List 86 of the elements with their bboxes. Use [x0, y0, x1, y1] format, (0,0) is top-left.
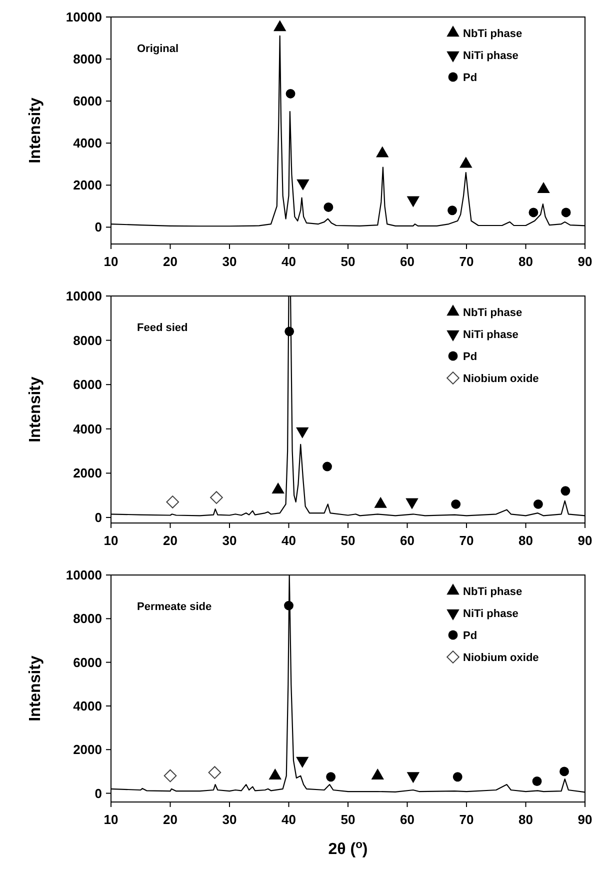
y-tick-label: 8000	[73, 611, 102, 626]
y-tick-label: 6000	[73, 94, 102, 109]
point	[208, 766, 222, 779]
x-tick-label: 70	[459, 254, 474, 269]
y-tick-label: 0	[94, 220, 102, 235]
x-tick-label: 40	[282, 254, 296, 269]
y-tick-label: 4000	[73, 698, 102, 714]
point	[284, 600, 294, 610]
y-tick-label: 10000	[66, 568, 102, 583]
x-tick-label: 20	[163, 533, 178, 548]
x-tick-label: 40	[282, 533, 296, 548]
point	[448, 206, 457, 216]
y-tick-label: 2000	[73, 742, 102, 758]
point	[324, 202, 334, 212]
point	[560, 486, 570, 496]
x-tick-label: 20	[163, 254, 178, 269]
legend-label: NbTi phase	[463, 28, 522, 40]
point	[452, 772, 462, 782]
x-tick-label: 80	[518, 533, 533, 548]
x-tick-label: 40	[282, 812, 296, 827]
y-tick-label: 2000	[73, 178, 102, 193]
x-tick-label: 70	[459, 533, 474, 548]
y-tick-label: 8000	[73, 52, 102, 67]
text: Feed sied	[137, 322, 188, 334]
point	[537, 182, 550, 194]
legend-label: NiTi phase	[463, 328, 518, 341]
x-tick-label: 50	[340, 812, 356, 827]
x-tick-label: 80	[518, 812, 533, 827]
point	[326, 772, 336, 782]
y-tick-label: 4000	[73, 136, 102, 151]
legend-label: NiTi phase	[463, 608, 518, 620]
y-tick-label: 6000	[73, 377, 102, 392]
point	[284, 326, 294, 336]
x-tick-label: 70	[459, 812, 474, 827]
y-tick-label: 10000	[66, 10, 102, 25]
x-tick-label: 80	[518, 254, 533, 269]
x-tick-label: 60	[400, 533, 414, 548]
y-tick-label: 0	[94, 786, 102, 801]
x-axis-title: 2θ ($^{o}$)	[328, 839, 368, 858]
legend-label: Niobium oxide	[463, 372, 539, 385]
x-tick-label: 90	[578, 812, 592, 827]
y-tick-label: 6000	[73, 654, 102, 670]
y-tick-label: 0	[94, 510, 102, 526]
legend-label: Pd	[463, 630, 478, 642]
legend-label: Pd	[463, 350, 478, 363]
y-tick-label: 10000	[66, 288, 102, 304]
point	[166, 496, 180, 508]
x-tick-label: 60	[400, 254, 414, 269]
x-tick-label: 10	[104, 533, 118, 548]
y-axis-title: Intensity	[27, 98, 44, 164]
point	[460, 156, 472, 168]
x-tick-label: 50	[340, 254, 356, 269]
point	[533, 499, 543, 509]
x-tick-label: 60	[400, 812, 414, 827]
point	[322, 462, 332, 472]
point	[528, 208, 538, 218]
point	[210, 491, 223, 504]
text: Permeate side	[137, 601, 212, 613]
legend-label: Pd	[463, 72, 478, 84]
legend-label: NiTi phase	[463, 50, 518, 62]
point	[274, 20, 286, 32]
x-tick-label: 90	[578, 254, 592, 269]
y-axis-title: Intensity	[27, 376, 44, 442]
point	[451, 499, 461, 509]
x-tick-label: 20	[163, 812, 178, 827]
x-tick-label: 10	[104, 812, 118, 827]
point	[164, 769, 177, 782]
point	[376, 146, 389, 158]
point	[560, 766, 569, 776]
x-tick-label: 10	[104, 254, 118, 269]
point	[561, 208, 571, 218]
x-tick-label: 30	[222, 254, 237, 269]
x-tick-label: 50	[340, 533, 356, 548]
y-tick-label: 4000	[73, 421, 102, 436]
point	[532, 776, 542, 786]
legend-label: NbTi phase	[463, 586, 522, 598]
y-tick-label: 8000	[73, 332, 102, 348]
point	[286, 89, 296, 98]
legend-label: Niobium oxide	[463, 652, 539, 664]
x-tick-label: 30	[222, 812, 237, 827]
x-tick-label: 30	[222, 533, 237, 548]
legend-label: NbTi phase	[463, 306, 522, 319]
x-tick-label: 90	[578, 533, 592, 548]
y-axis-title: Intensity	[27, 656, 44, 722]
text: Original	[137, 43, 179, 55]
y-tick-label: 2000	[73, 466, 102, 481]
